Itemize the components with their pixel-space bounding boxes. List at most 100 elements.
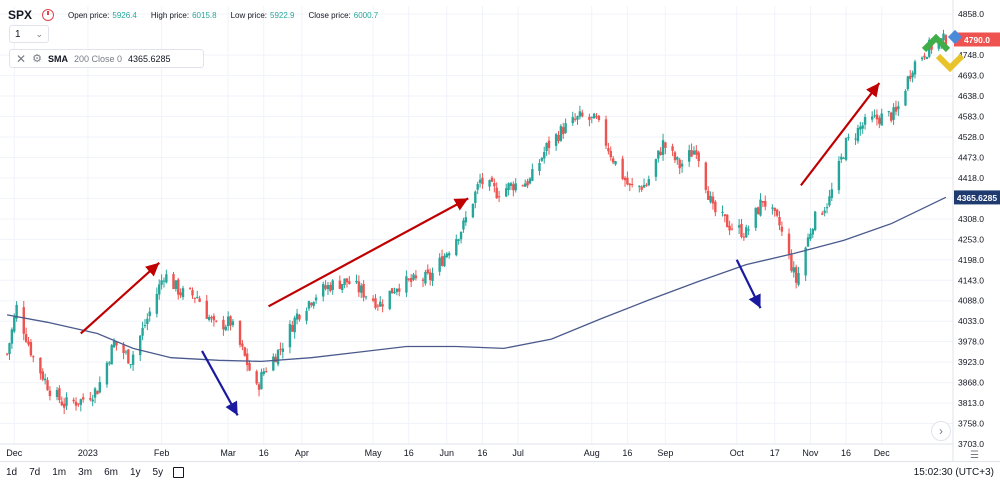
candle-body	[892, 107, 895, 120]
candle-body	[640, 186, 643, 190]
candle-body	[262, 371, 265, 375]
x-tick-label: Sep	[657, 448, 673, 458]
candle-body	[393, 291, 396, 294]
x-tick-label: Jul	[512, 448, 524, 458]
candle-body	[875, 114, 879, 120]
candle-body	[222, 319, 225, 330]
candle-body	[531, 169, 534, 181]
range-6m[interactable]: 6m	[104, 467, 118, 478]
candle-body	[288, 324, 292, 348]
x-tick-label: Apr	[295, 448, 309, 458]
interval-value: 1	[15, 28, 21, 40]
candle-body	[512, 184, 515, 191]
candle-body	[780, 226, 784, 232]
candle-body	[813, 211, 817, 231]
settings-icon[interactable]: ☰	[970, 450, 979, 461]
candle-body	[507, 183, 510, 191]
candle-body	[143, 325, 147, 327]
x-tick-label: Oct	[730, 448, 745, 458]
candle-body	[721, 211, 724, 213]
x-tick-label: 2023	[78, 448, 98, 458]
candle-body	[481, 177, 484, 185]
candle-body	[740, 223, 743, 237]
candle-body	[307, 301, 311, 309]
bottom-toolbar: 1d 7d 1m 3m 6m 1y 5y 15:02:30 (UTC+3)	[0, 461, 1000, 483]
candle-body	[179, 292, 182, 296]
gear-icon[interactable]: ⚙	[32, 53, 42, 65]
range-1y[interactable]: 1y	[129, 467, 141, 478]
candle-body	[188, 287, 192, 289]
candle-body	[809, 233, 812, 240]
candle-body	[55, 389, 59, 397]
symbol-label[interactable]: SPX	[8, 8, 33, 22]
clock-icon[interactable]	[42, 9, 55, 21]
candle-body	[65, 397, 68, 406]
candle-body	[22, 307, 25, 334]
candle-body	[260, 372, 263, 390]
x-tick-label: Nov	[802, 448, 819, 458]
candle-body	[371, 298, 375, 301]
candle-body	[747, 229, 750, 231]
candle-body	[405, 276, 408, 293]
candle-body	[756, 207, 760, 215]
candle-body	[723, 214, 727, 217]
candle-body	[711, 196, 715, 204]
candle-body	[177, 279, 180, 295]
candle-body	[174, 280, 178, 289]
candle-body	[27, 341, 30, 345]
candle-body	[925, 56, 929, 60]
candle-body	[41, 371, 44, 380]
interval-select[interactable]: 1 ⌄	[9, 25, 49, 43]
candle-body	[281, 348, 285, 352]
close-icon[interactable]: ✕	[16, 51, 27, 66]
candle-body	[424, 272, 427, 284]
candle-body	[409, 278, 413, 282]
candle-body	[645, 184, 648, 186]
candle-body	[162, 280, 166, 282]
range-1m[interactable]: 1m	[52, 467, 67, 478]
y-tick-label: 4198.0	[958, 255, 984, 265]
range-3m[interactable]: 3m	[78, 467, 93, 478]
candle-body	[158, 284, 161, 295]
candle-body	[844, 138, 848, 160]
candle-body	[830, 189, 833, 198]
candle-body	[545, 143, 548, 152]
trend-arrow-up-2	[268, 197, 469, 308]
range-5y[interactable]: 5y	[152, 467, 164, 478]
y-tick-label: 4143.0	[958, 275, 984, 285]
candle-body	[797, 272, 800, 285]
candle-body	[581, 112, 584, 117]
candle-body	[642, 184, 646, 188]
candle-body	[5, 353, 9, 355]
candle-body	[329, 284, 332, 291]
chevron-down-icon: ⌄	[35, 28, 43, 39]
range-7d[interactable]: 7d	[29, 467, 41, 478]
x-tick-label: Mar	[220, 448, 236, 458]
candle-body	[48, 390, 52, 397]
y-tick-label: 3978.0	[958, 337, 984, 347]
candle-body	[124, 351, 128, 353]
candle-body	[538, 162, 541, 172]
candle-body	[873, 115, 876, 117]
candle-body	[443, 255, 446, 267]
candle-body	[32, 356, 35, 358]
range-1d[interactable]: 1d	[6, 467, 18, 478]
candle-body	[607, 148, 610, 152]
calendar-icon[interactable]	[173, 467, 185, 478]
candle-body	[193, 297, 197, 299]
candle-body	[909, 75, 912, 79]
candle-body	[488, 180, 491, 187]
candle-body	[89, 397, 92, 400]
candle-body	[274, 356, 277, 363]
candle-body	[331, 280, 334, 290]
candle-body	[904, 90, 907, 106]
x-tick-label: Dec	[874, 448, 891, 458]
candle-body	[794, 267, 798, 283]
scroll-right-button[interactable]: ›	[931, 421, 951, 441]
y-tick-label: 3758.0	[958, 419, 984, 429]
candle-body	[842, 157, 845, 159]
candle-body	[231, 321, 235, 326]
candle-body	[426, 269, 429, 274]
candle-body	[457, 239, 460, 241]
